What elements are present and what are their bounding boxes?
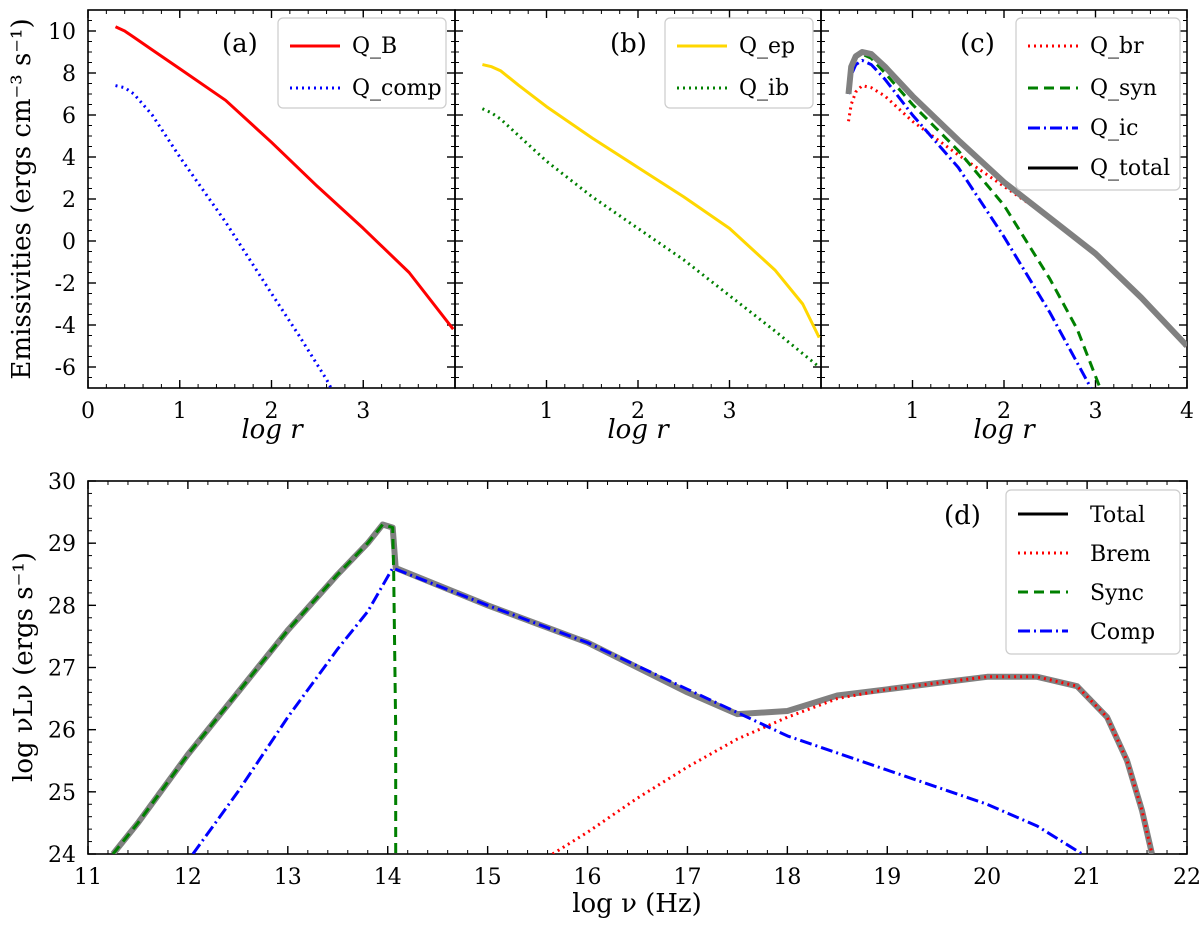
- legend-qb-label: Q_B: [352, 34, 397, 59]
- x-tick-label-d: 15: [474, 865, 502, 890]
- legend-qep-label: Q_ep: [739, 34, 795, 59]
- legend-qtotal-label: Q_total: [1090, 156, 1170, 181]
- legend-total-label: Total: [1090, 503, 1145, 528]
- series-total-d: [111, 523, 1154, 854]
- panel-d-legend: Total Brem Sync Comp: [1005, 489, 1181, 655]
- legend-qbr-label: Q_br: [1090, 34, 1144, 59]
- series-sync-d: [111, 523, 398, 854]
- y-tick-label-a: 2: [62, 188, 76, 213]
- y-tick-label-d: 29: [48, 532, 76, 557]
- series-q-total-halo-c: [845, 49, 1187, 349]
- y-tick-label-d: 28: [48, 594, 76, 619]
- panel-c-label: (c): [960, 29, 995, 59]
- legend-qsyn-label: Q_syn: [1090, 76, 1157, 101]
- legend-qcomp-label: Q_comp: [352, 76, 442, 101]
- x-tick-label-b: 1: [540, 399, 554, 424]
- series-q-ic-c: [847, 58, 1093, 388]
- panel-c-xlabel: log r: [973, 415, 1036, 445]
- x-tick-label-a: 3: [356, 399, 370, 424]
- x-tick-label-a: 0: [81, 399, 95, 424]
- x-tick-label-c: 4: [1180, 399, 1194, 424]
- panel-d-xlabel: log ν (Hz): [572, 889, 702, 919]
- y-tick-label-a: 0: [62, 230, 76, 255]
- series-comp-d: [191, 566, 1083, 854]
- legend-box: [664, 17, 814, 109]
- y-tick-label-a: 10: [48, 20, 76, 45]
- x-tick-label-b: 3: [723, 399, 737, 424]
- series-brem-d: [551, 675, 1154, 854]
- panel-b-xlabel: log r: [607, 415, 670, 445]
- y-tick-label-d: 26: [48, 719, 76, 744]
- legend-box: [1015, 17, 1181, 191]
- series-q-ep-b: [482, 63, 821, 339]
- y-tick-label-a: 4: [62, 146, 76, 171]
- legend-comp-label: Comp: [1090, 620, 1155, 645]
- x-tick-label-b: 2: [631, 399, 645, 424]
- panel-c-legend: Q_br Q_syn Q_ic Q_total: [1015, 17, 1181, 191]
- series-q-comp-a: [115, 84, 333, 388]
- panel-a-xlabel: log r: [241, 415, 304, 445]
- series-q-ib-b: [481, 107, 821, 369]
- x-tick-label-c: 3: [1089, 399, 1103, 424]
- y-tick-label-a: 8: [62, 62, 76, 87]
- legend-qib-label: Q_ib: [739, 76, 789, 101]
- y-tick-label-d: 25: [48, 781, 76, 806]
- x-tick-label-d: 18: [773, 865, 801, 890]
- x-tick-label-a: 2: [265, 399, 279, 424]
- panel-d-label: (d): [944, 501, 981, 531]
- y-tick-label-d: 30: [48, 470, 76, 495]
- y-tick-label-d: 24: [48, 843, 76, 868]
- x-tick-label-d: 20: [973, 865, 1001, 890]
- y-tick-label-d: 27: [48, 657, 76, 682]
- legend-box: [277, 17, 447, 109]
- y-tick-label-a: -6: [55, 356, 76, 381]
- x-tick-label-d: 16: [574, 865, 602, 890]
- legend-box: [1005, 489, 1181, 655]
- x-tick-label-d: 14: [374, 865, 402, 890]
- series-q-b-a: [114, 25, 455, 331]
- panel-b-label: (b): [610, 29, 647, 59]
- x-tick-label-d: 19: [873, 865, 901, 890]
- x-tick-label-d: 21: [1073, 865, 1101, 890]
- x-tick-label-d: 11: [74, 865, 102, 890]
- x-tick-label-d: 22: [1173, 865, 1200, 890]
- legend-qic-label: Q_ic: [1090, 116, 1138, 141]
- legend-sync-label: Sync: [1090, 581, 1144, 606]
- series-q-br-c: [847, 84, 1187, 348]
- x-tick-label-a: 1: [173, 399, 187, 424]
- series-total-halo-d: [110, 521, 1155, 854]
- legend-brem-label: Brem: [1090, 542, 1151, 567]
- panel-a-label: (a): [222, 29, 258, 59]
- x-tick-label-d: 13: [274, 865, 302, 890]
- y-tick-label-a: 6: [62, 104, 76, 129]
- x-tick-label-d: 12: [174, 865, 202, 890]
- x-tick-label-c: 2: [997, 399, 1011, 424]
- x-tick-label-c: 1: [906, 399, 920, 424]
- panel-a-legend: Q_B Q_comp: [277, 17, 447, 109]
- panel-a-ylabel: Emissivities (ergs cm⁻³ s⁻¹): [7, 18, 37, 379]
- x-tick-label-d: 17: [673, 865, 701, 890]
- y-tick-label-a: -2: [55, 272, 76, 297]
- y-tick-label-a: -4: [55, 314, 76, 339]
- panel-b-legend: Q_ep Q_ib: [664, 17, 814, 109]
- panel-d-ylabel: log νLν (ergs s⁻¹): [9, 552, 39, 782]
